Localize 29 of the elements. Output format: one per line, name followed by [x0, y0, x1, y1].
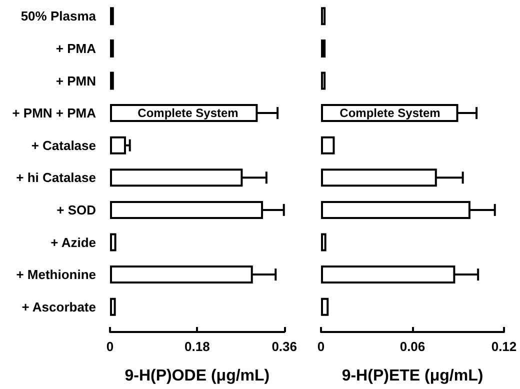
bar — [321, 39, 326, 58]
bar — [321, 233, 326, 252]
y-tick-label: + SOD — [56, 202, 96, 218]
x-tick-label: 0.36 — [272, 339, 298, 354]
x-axis-title: 9-H(P)ETE (μg/mL) — [342, 368, 484, 384]
x-tick-label: 0 — [106, 339, 114, 354]
y-tick-label: + PMA — [56, 40, 97, 56]
x-tick-label: 0.12 — [491, 339, 517, 354]
y-tick-label: + Catalase — [31, 138, 96, 153]
y-tick-label: + Azide — [50, 234, 96, 250]
x-tick-label: 0.18 — [184, 339, 210, 354]
bar — [110, 298, 116, 316]
x-axis-title: 9-H(P)ODE (μg/mL) — [124, 368, 270, 384]
bar — [321, 72, 326, 90]
bar — [321, 7, 326, 26]
y-tick-label: + PMN — [56, 73, 96, 88]
y-tick-label: 50% Plasma — [20, 8, 97, 24]
annotation: Complete System — [340, 106, 440, 120]
bar — [110, 233, 116, 252]
x-tick-label: 0.06 — [400, 339, 426, 354]
y-tick-label: + Ascorbate — [22, 299, 96, 314]
annotation: Complete System — [138, 106, 238, 120]
bar — [110, 136, 126, 154]
y-tick-label: + PMN + PMA — [12, 106, 97, 121]
y-tick-label: + hi Catalase — [16, 170, 96, 186]
bar — [321, 298, 329, 316]
y-tick-label: + Methionine — [16, 267, 96, 282]
x-tick-label: 0 — [317, 339, 325, 354]
bar — [321, 136, 335, 154]
